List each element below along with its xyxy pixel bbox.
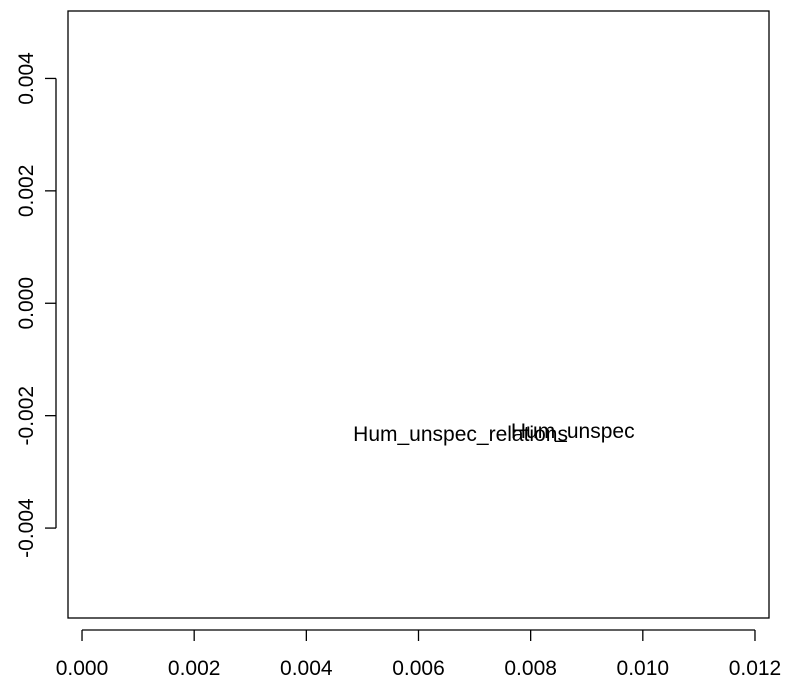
y-tick-label: 0.002 [15,165,38,218]
x-tick-label: 0.004 [280,657,333,680]
y-tick-label: 0.004 [15,52,38,105]
x-tick-label: 0.000 [56,657,109,680]
point-label: Hum_unspec_relations [353,423,568,446]
plot-frame [67,10,770,619]
x-axis: 0.000 0.002 0.004 0.006 0.008 0.010 0.012 [56,629,782,680]
y-tick-label: 0.000 [15,277,38,330]
x-tick-label: 0.012 [729,657,782,680]
y-tick-label: -0.004 [15,498,38,558]
x-tick-label: 0.002 [168,657,221,680]
point-label: Hum_unspec [511,420,635,443]
x-tick-label: 0.008 [504,657,557,680]
y-tick-label: -0.002 [15,386,38,446]
x-tick-label: 0.006 [392,657,445,680]
x-tick-label: 0.010 [617,657,670,680]
y-axis: -0.004 -0.002 0.000 0.002 0.004 [15,52,57,558]
